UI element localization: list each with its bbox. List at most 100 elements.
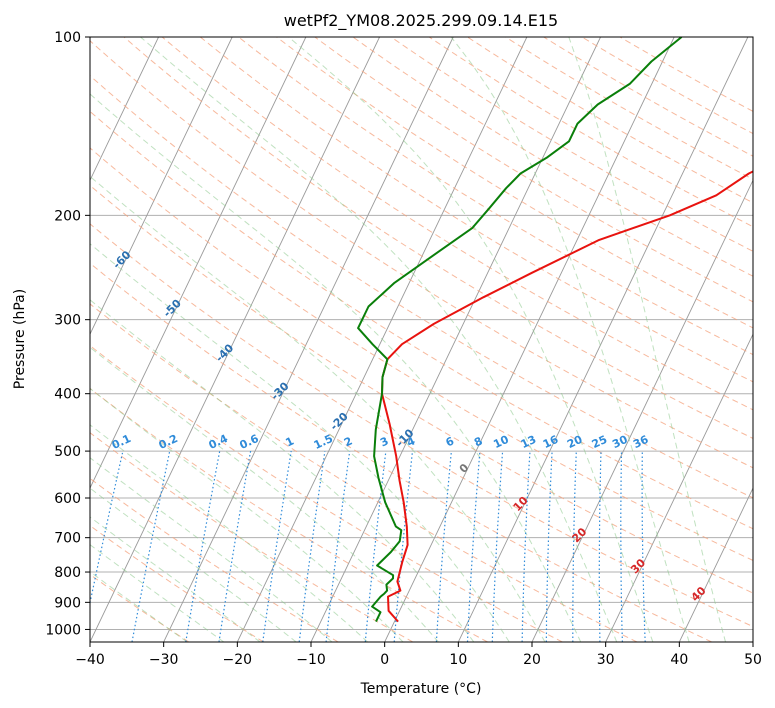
y-tick-label: 1000 bbox=[45, 622, 81, 638]
moist-adiabat bbox=[288, 37, 654, 642]
profile-series bbox=[357, 37, 753, 623]
chart-title: wetPf2_YM08.2025.299.09.14.E15 bbox=[284, 11, 558, 31]
mixing-ratio-line bbox=[435, 451, 452, 642]
mixing-ratio-label: 0.6 bbox=[238, 432, 261, 452]
mixing-ratio-line bbox=[262, 451, 292, 642]
pressure-gridlines bbox=[90, 37, 753, 630]
y-tick-label: 300 bbox=[54, 313, 81, 329]
skewed-isotherms bbox=[90, 37, 753, 642]
x-tick-label: 0 bbox=[380, 652, 389, 668]
dry-adiabat bbox=[199, 37, 753, 383]
dry-adiabat bbox=[581, 37, 753, 135]
moist-adiabat-label: 0 bbox=[457, 461, 472, 476]
dry-adiabat bbox=[390, 37, 753, 252]
mixing-ratio-label: 2 bbox=[342, 434, 354, 449]
x-tick-label: 30 bbox=[597, 652, 615, 668]
moist-adiabat bbox=[90, 516, 261, 642]
dry-adiabat bbox=[90, 524, 264, 642]
y-tick-label: 600 bbox=[54, 491, 81, 507]
moist-adiabat bbox=[90, 299, 475, 642]
mixing-ratio-label: 1 bbox=[284, 434, 296, 449]
mixing-ratio-label: 20 bbox=[565, 433, 585, 451]
dry-adiabat bbox=[90, 262, 712, 642]
x-tick-label: −30 bbox=[149, 652, 179, 668]
moist-adiabat bbox=[90, 457, 333, 642]
dry-adiabat bbox=[90, 573, 190, 642]
isotherm-line bbox=[531, 179, 753, 642]
isotherm-line bbox=[310, 37, 601, 642]
isotherm-line bbox=[90, 37, 307, 490]
mixing-ratio-line bbox=[90, 450, 124, 606]
mixing-ratio-line bbox=[185, 450, 221, 642]
moist-adiabat bbox=[568, 37, 726, 642]
mixing-ratio-label: 10 bbox=[491, 433, 511, 451]
mixing-ratio-label: 0.4 bbox=[207, 432, 230, 452]
dry-adiabat bbox=[428, 37, 753, 228]
isopleth-labels: 0.10.20.40.611.52346810131620253036-100-… bbox=[7, 156, 709, 604]
dry-adiabat bbox=[314, 37, 753, 303]
dry-adiabat bbox=[352, 37, 753, 277]
mixing-ratio-line bbox=[620, 451, 623, 642]
isotherm-line bbox=[678, 487, 753, 642]
moist-adiabat bbox=[450, 37, 690, 642]
y-tick-label: 700 bbox=[54, 531, 81, 547]
mixing-ratio-label: 6 bbox=[444, 434, 457, 449]
isotherm-line bbox=[90, 37, 159, 182]
isotherm-label: -40 bbox=[213, 341, 236, 364]
isotherm-line bbox=[90, 37, 380, 642]
moist-adiabat bbox=[90, 93, 582, 642]
x-tick-label: 10 bbox=[449, 652, 467, 668]
mixing-ratio-line bbox=[218, 450, 252, 642]
dry-adiabat bbox=[619, 37, 753, 112]
moist-adiabat bbox=[90, 571, 188, 642]
plot-frame bbox=[89, 36, 754, 643]
dry-adiabat bbox=[123, 37, 753, 439]
isotherm-line bbox=[457, 37, 749, 642]
moist-adiabats bbox=[90, 37, 726, 642]
dry-adiabat bbox=[90, 303, 638, 642]
dry-adiabat bbox=[467, 37, 753, 204]
x-tick-label: −10 bbox=[296, 652, 326, 668]
dry-adiabat bbox=[276, 37, 753, 329]
mixing-ratio-label: 0.2 bbox=[157, 432, 180, 452]
moist-adiabat bbox=[90, 487, 297, 642]
mixing-ratio-label: 30 bbox=[610, 433, 630, 451]
isotherm-line bbox=[752, 640, 753, 642]
y-tick-label: 200 bbox=[54, 208, 81, 224]
x-tick-label: 40 bbox=[670, 652, 688, 668]
temperature-profile-line bbox=[381, 170, 753, 623]
isotherm-line bbox=[163, 37, 454, 642]
x-tick-label: 20 bbox=[523, 652, 541, 668]
dry-adiabats bbox=[90, 37, 753, 642]
mixing-ratio-line bbox=[545, 451, 553, 642]
isotherm-label: -30 bbox=[268, 379, 291, 402]
mixing-ratio-line bbox=[572, 451, 577, 642]
dry-adiabat bbox=[90, 184, 753, 594]
dry-adiabat bbox=[505, 37, 753, 180]
mixing-ratio-label: 25 bbox=[590, 433, 609, 451]
y-axis-label: Pressure (hPa) bbox=[12, 289, 28, 389]
mixing-ratio-label: 36 bbox=[631, 433, 651, 451]
isotherm-label: -80 bbox=[7, 156, 30, 179]
mixing-ratio-label: 16 bbox=[541, 433, 561, 451]
mixing-ratio-lines bbox=[90, 450, 646, 642]
x-axis-ticks: −40 −30 −20 −10 0 10 20 30 40 50 bbox=[75, 642, 762, 668]
dry-adiabat bbox=[90, 75, 753, 499]
dry-adiabat bbox=[238, 37, 753, 356]
mixing-ratio-line bbox=[466, 451, 481, 642]
mixing-ratio-line bbox=[364, 451, 387, 642]
moist-adiabat bbox=[90, 243, 510, 642]
moist-adiabat bbox=[90, 424, 368, 642]
dry-adiabat bbox=[543, 37, 753, 157]
x-axis-label: Temperature (°C) bbox=[360, 681, 482, 697]
mixing-ratio-label: 13 bbox=[519, 433, 538, 451]
mixing-ratio-line bbox=[325, 451, 351, 642]
moist-adiabat bbox=[90, 387, 404, 642]
dry-adiabat bbox=[90, 147, 753, 562]
mixing-ratio-label: 0.1 bbox=[110, 432, 133, 452]
y-tick-label: 400 bbox=[54, 387, 81, 403]
mixing-ratio-line bbox=[393, 451, 414, 642]
mixing-ratio-line bbox=[598, 451, 602, 642]
mixing-ratio-line bbox=[131, 450, 171, 642]
